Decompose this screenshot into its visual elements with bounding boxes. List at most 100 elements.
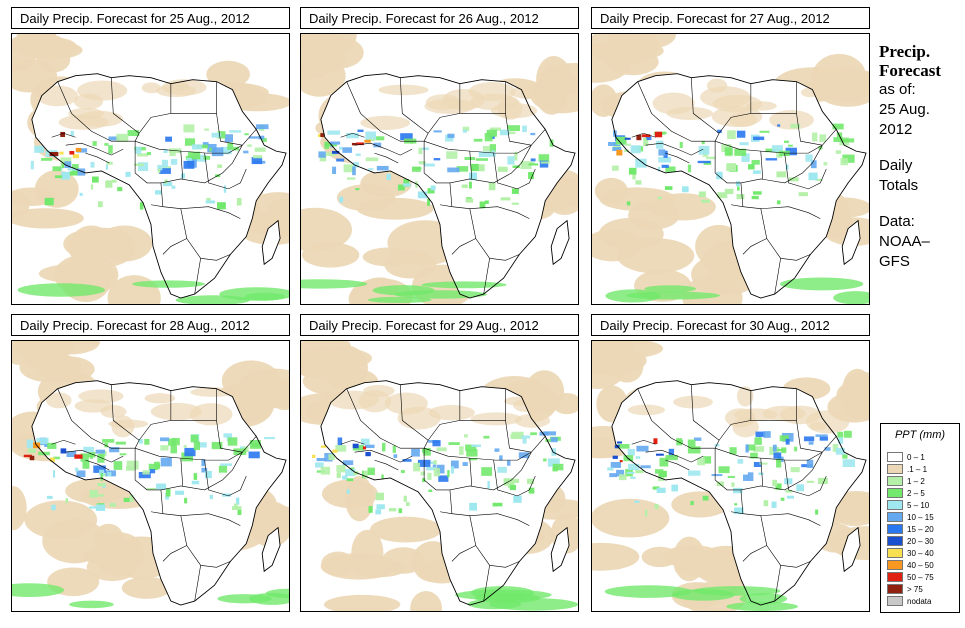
precip-cell: [88, 451, 96, 458]
precip-cell: [654, 503, 659, 510]
precip-cell: [209, 494, 214, 500]
precip-cell: [763, 431, 771, 438]
precip-cell: [363, 470, 368, 479]
heavy-precip-cell: [612, 455, 618, 459]
legend-label: .1 – 1: [907, 465, 928, 474]
precip-cell: [838, 436, 844, 444]
precip-cell: [520, 161, 532, 170]
country-border: [742, 545, 781, 602]
precip-cell: [450, 460, 459, 469]
precip-cell: [499, 129, 510, 136]
dry-patch: [301, 356, 352, 379]
precip-cell: [468, 172, 478, 181]
precip-cell: [368, 506, 373, 513]
precip-cell: [527, 478, 534, 484]
dry-patch: [397, 406, 441, 430]
legend-swatch: [887, 584, 903, 594]
precip-cell: [737, 459, 744, 464]
dry-patch: [816, 73, 869, 107]
precip-cell: [626, 201, 631, 206]
legend-item: > 75: [887, 584, 923, 595]
precip-cell: [507, 125, 521, 132]
caption-date-1: 25 Aug.: [879, 101, 930, 118]
precip-cell: [717, 192, 728, 199]
precip-map: [300, 340, 579, 612]
precip-cell: [522, 125, 527, 133]
caption-data-3: GFS: [879, 253, 910, 270]
africa-land: [31, 380, 287, 606]
precip-cell: [217, 164, 223, 168]
precip-map: [591, 340, 870, 612]
precip-cell: [832, 123, 844, 130]
dry-patch: [144, 393, 176, 404]
precip-cell: [357, 129, 364, 133]
country-border: [216, 420, 257, 453]
dry-patch: [12, 208, 84, 229]
precip-cell: [129, 495, 134, 502]
madagascar-coast: [261, 526, 281, 573]
precip-cell: [509, 484, 516, 491]
precip-cell: [463, 434, 468, 438]
precip-cell: [403, 495, 407, 502]
precip-cell: [615, 136, 627, 145]
precip-cell: [734, 507, 744, 515]
precip-cell: [803, 436, 815, 442]
precip-cell: [413, 462, 421, 472]
country-border: [162, 238, 201, 295]
precip-cell: [125, 171, 131, 177]
dry-patch: [100, 405, 127, 419]
precip-cell: [842, 454, 848, 459]
precip-cell: [164, 179, 168, 184]
heavy-precip-cell: [75, 147, 82, 152]
precip-cell: [335, 445, 347, 452]
precip-cell: [837, 431, 844, 438]
precip-cell: [607, 467, 614, 471]
precip-cell: [95, 449, 105, 454]
precip-cell: [727, 130, 736, 140]
southern-rain: [833, 291, 869, 304]
dry-patch: [77, 110, 124, 127]
dry-patch: [121, 576, 172, 599]
precip-cell: [777, 200, 781, 205]
precip-cell: [365, 131, 377, 141]
precip-cell: [550, 437, 558, 443]
precip-cell: [117, 186, 123, 192]
precip-cell: [753, 446, 765, 452]
precip-cell: [253, 155, 263, 159]
precip-cell: [693, 437, 702, 441]
precip-cell: [186, 157, 192, 161]
precip-cell: [487, 480, 490, 489]
madagascar-land: [262, 220, 281, 265]
precip-cell: [471, 444, 482, 448]
precip-cell: [657, 166, 661, 172]
precip-cell: [223, 185, 227, 193]
legend-label: 0 – 1: [907, 453, 925, 462]
legend-swatch: [887, 596, 903, 606]
country-border: [423, 133, 532, 184]
country-border: [796, 420, 837, 453]
precip-cell: [543, 458, 547, 462]
precip-cell: [92, 141, 97, 146]
precip-cell: [461, 184, 468, 188]
precip-cell: [201, 459, 206, 467]
legend-label: 20 – 30: [907, 537, 934, 546]
precip-cell: [798, 192, 808, 197]
legend-item: 15 – 20: [887, 524, 934, 535]
precip-cell: [211, 147, 224, 157]
precip-cell: [658, 149, 666, 156]
precip-cell: [632, 172, 636, 180]
madagascar-coast: [841, 526, 861, 573]
dry-patch: [370, 516, 442, 543]
precip-cell: [468, 458, 478, 461]
precip-cell: [386, 173, 392, 180]
madagascar-coast: [550, 526, 570, 573]
country-border: [51, 132, 110, 164]
precip-cell: [261, 137, 267, 142]
precip-cell: [66, 451, 77, 458]
precip-cell: [320, 466, 331, 475]
southern-rain: [671, 589, 735, 601]
precip-cell: [236, 198, 242, 206]
precip-cell: [83, 446, 94, 453]
precip-cell: [528, 487, 535, 494]
dry-patch: [350, 559, 407, 578]
